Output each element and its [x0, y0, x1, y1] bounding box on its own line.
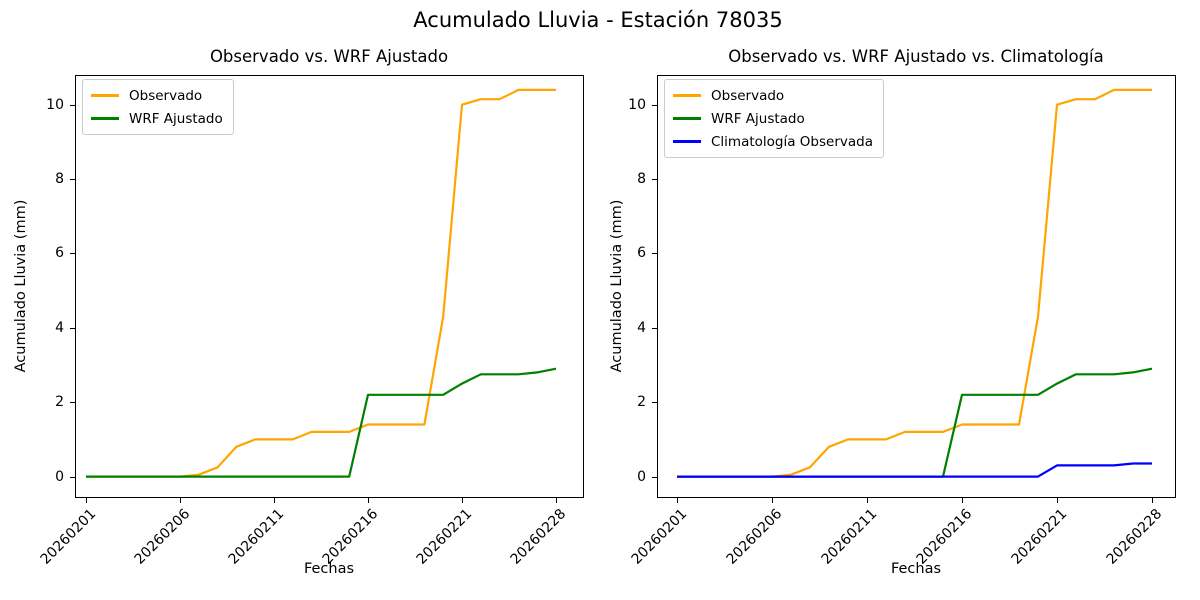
y-axis-tick-label: 4: [637, 319, 646, 336]
legend-swatch-climatolog-a-observada: [673, 140, 701, 143]
legend-label: Climatología Observada: [711, 133, 873, 150]
legend-swatch-wrf-ajustado: [91, 117, 119, 120]
legend-label: Observado: [711, 87, 785, 104]
legend-item: WRF Ajustado: [91, 109, 223, 128]
legend: Observado WRF Ajustado: [82, 79, 234, 135]
plot-area: [70, 75, 584, 503]
x-axis-label: Fechas: [890, 561, 942, 577]
y-axis-tick-label: 0: [55, 468, 64, 485]
legend-swatch-wrf-ajustado: [673, 117, 701, 120]
y-axis-tick-label: 10: [628, 96, 646, 113]
tick-marks: [70, 105, 557, 503]
y-axis-tick-label: 10: [46, 96, 64, 113]
y-axis-tick-label: 8: [637, 171, 646, 188]
legend-item: WRF Ajustado: [673, 109, 873, 128]
legend-label: WRF Ajustado: [711, 110, 805, 127]
plot-area: [652, 75, 1176, 503]
plot-title: Observado vs. WRF Ajustado vs. Climatolo…: [728, 47, 1104, 66]
series-line-wrf-ajustado: [86, 367, 557, 478]
figure-title: Acumulado Lluvia - Estación 78035: [413, 8, 783, 32]
tick-marks: [652, 105, 1153, 503]
legend-label: Observado: [129, 87, 203, 104]
plot-title: Observado vs. WRF Ajustado: [209, 47, 449, 66]
chart-observado-vs-wrf: 20260201 20260206 20260211 20260216 20260221…: [13, 47, 584, 577]
legend: Observado WRF Ajustado Climatología Observ…: [664, 79, 884, 158]
y-axis-tick-label: 2: [55, 394, 64, 411]
legend-item: Climatología Observada: [673, 132, 873, 151]
series-line-wrf-ajustado: [677, 367, 1153, 478]
series-line-observado: [86, 88, 556, 478]
x-axis-label: Fechas: [303, 561, 355, 577]
axes-box: [75, 75, 584, 498]
y-axis-tick-label: 6: [55, 245, 64, 262]
axes-box: [657, 75, 1176, 498]
y-axis-tick-label: 0: [637, 468, 646, 485]
y-axis-tick-label: 6: [637, 245, 646, 262]
y-axis-label: Acumulado Lluvia (mm): [13, 199, 29, 373]
chart-observado-vs-wrf-vs-climatologia: 20260201 20260206 20260211 20260216 20260221…: [600, 0, 1200, 600]
legend-item: Observado: [91, 86, 223, 105]
legend-label: WRF Ajustado: [129, 110, 223, 127]
y-axis-tick-label: 8: [55, 171, 64, 188]
y-axis-label: Acumulado Lluvia (mm): [609, 199, 625, 373]
legend-swatch-observado: [91, 94, 119, 97]
legend-swatch-observado: [673, 94, 701, 97]
legend-item: Observado: [673, 86, 873, 105]
series-line-climatolog-a-observada: [677, 462, 1152, 478]
y-axis-tick-label: 2: [637, 394, 646, 411]
y-axis-tick-label: 4: [55, 319, 64, 336]
